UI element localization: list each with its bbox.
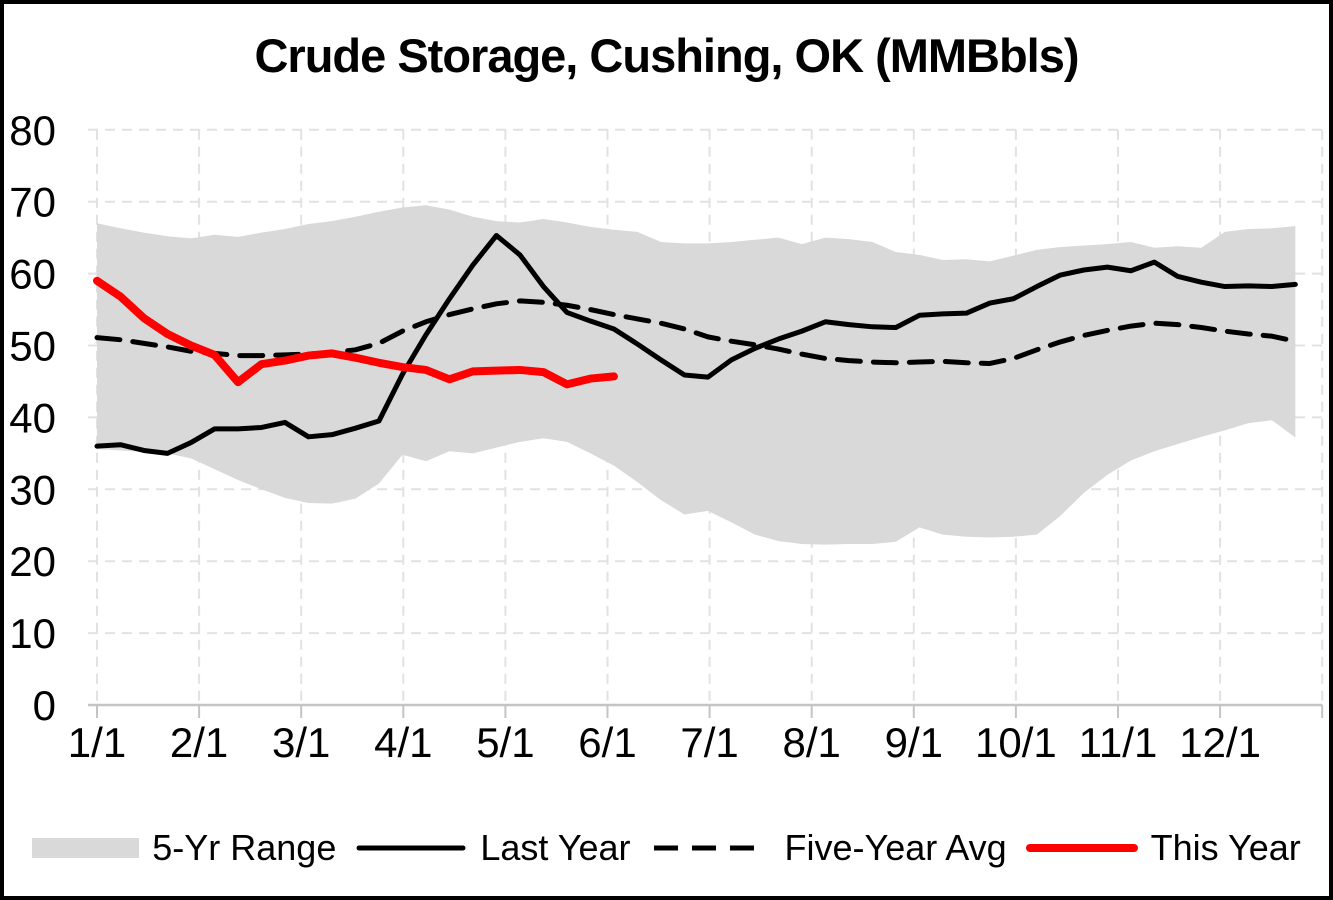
legend-label: 5-Yr Range bbox=[152, 827, 337, 868]
y-axis-tick-label: 10 bbox=[9, 610, 56, 657]
legend-item-five-year-avg: Five-Year Avg bbox=[650, 830, 1007, 866]
x-axis-tick-label: 3/1 bbox=[272, 719, 330, 766]
x-axis-labels: 1/1 2/1 3/1 4/1 5/1 6/1 7/1 8/1 9/1 10/1 11/1 12/1 bbox=[68, 719, 1261, 766]
legend-item-5-yr-range: 5-Yr Range bbox=[32, 830, 336, 866]
x-axis-tick-label: 5/1 bbox=[476, 719, 534, 766]
red-line-swatch-icon bbox=[1025, 844, 1138, 852]
y-axis-tick-label: 20 bbox=[9, 538, 56, 585]
band-swatch-icon bbox=[32, 838, 140, 858]
x-axis-tick-label: 4/1 bbox=[374, 719, 432, 766]
dashed-line-swatch-icon bbox=[653, 845, 768, 851]
solid-line-swatch-icon bbox=[356, 845, 466, 851]
legend-item-last-year: Last Year bbox=[355, 827, 631, 868]
y-axis-tick-label: 40 bbox=[9, 394, 56, 441]
x-axis-tick-label: 8/1 bbox=[783, 719, 841, 766]
y-axis-tick-label: 60 bbox=[9, 251, 56, 298]
this-year-line bbox=[93, 276, 618, 389]
y-axis-tick-label: 70 bbox=[9, 179, 56, 226]
x-axis-tick-label: 7/1 bbox=[680, 719, 738, 766]
y-axis-labels: 0 10 20 30 40 50 60 70 80 bbox=[9, 107, 56, 729]
legend: 5-Yr Range Last Year Five-Year Avg This Yea… bbox=[4, 824, 1329, 872]
y-axis-tick-label: 80 bbox=[9, 107, 56, 154]
legend-label: This Year bbox=[1150, 827, 1301, 868]
y-axis-tick-label: 30 bbox=[9, 466, 56, 513]
x-axis-tick-label: 11/1 bbox=[1079, 719, 1158, 766]
x-axis-tick-label: 10/1 bbox=[975, 719, 1057, 766]
chart-title: Crude Storage, Cushing, OK (MMBbls) bbox=[254, 29, 1079, 82]
y-axis-tick-label: 50 bbox=[9, 323, 56, 370]
x-axis-tick-label: 6/1 bbox=[578, 719, 636, 766]
x-axis-tick-label: 12/1 bbox=[1179, 719, 1261, 766]
legend-label: Last Year bbox=[480, 827, 631, 868]
last-year-line bbox=[94, 232, 1298, 456]
plot-area: 0 10 20 30 40 50 60 70 80 1/1 2/1 3/1 4/1 5/1 6/1 7/1 8/… bbox=[9, 107, 1324, 766]
legend-item-this-year: This Year bbox=[1025, 827, 1301, 868]
x-axis-tick-label: 1/1 bbox=[68, 719, 126, 766]
x-axis-tick-label: 2/1 bbox=[170, 719, 228, 766]
legend-label: Five-Year Avg bbox=[784, 827, 1007, 868]
x-axis bbox=[88, 703, 1324, 718]
y-axis-tick-label: 0 bbox=[33, 682, 56, 729]
x-axis-tick-label: 9/1 bbox=[885, 719, 943, 766]
